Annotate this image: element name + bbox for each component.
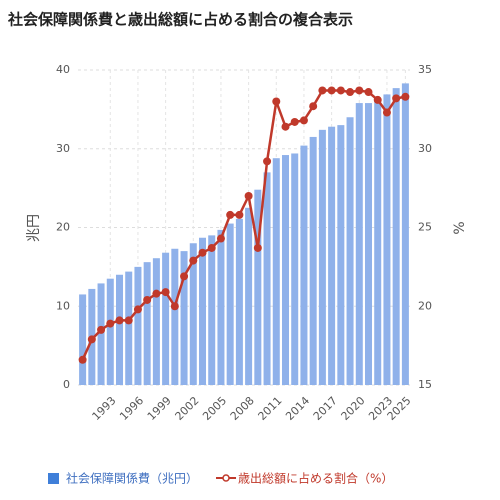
bar [328,126,336,385]
y2-tick-label: 25 [418,221,432,234]
bar [383,94,391,385]
bar [374,99,382,385]
x-tick-label: 1993 [90,394,119,423]
y-tick-label: 0 [63,378,70,391]
y2-tick-label: 35 [418,63,432,76]
line-point [253,243,262,252]
line-point [170,302,179,311]
legend-swatch-point [222,474,230,482]
line-point [124,316,133,325]
line-point [336,86,345,95]
bar [263,172,271,385]
bar [152,258,160,385]
x-tick-label: 2002 [173,394,202,423]
line-point [97,325,106,334]
bar [281,155,290,385]
bar [226,223,234,385]
line-point [198,248,207,257]
y-tick-label: 30 [56,142,70,155]
bar [309,136,317,385]
bar [115,274,124,385]
legend-swatch [48,473,59,484]
bar [208,235,216,385]
line-point [244,192,253,200]
bar [235,218,243,385]
bar [189,243,197,385]
y-tick-label: 10 [56,299,70,312]
y2-axis-label: % [452,221,468,234]
y2-tick-label: 30 [418,142,432,155]
line-point [401,92,410,101]
line-point [216,234,225,243]
bar [162,252,170,385]
line-point [106,319,115,328]
line-point [133,305,142,314]
line-point [281,122,290,131]
bar [134,266,142,385]
y-axis-label: 兆円 [26,214,42,242]
line-point [226,210,235,219]
line-point [272,97,281,106]
bar [346,117,354,385]
bar [245,207,253,385]
bar [272,158,280,385]
line-point [143,295,152,304]
bar [143,262,151,385]
line-point [189,256,198,265]
line-point [152,289,161,298]
line-point [309,102,318,111]
line-point [364,88,373,97]
bar [97,283,105,385]
y-tick-label: 40 [56,63,70,76]
line-point [161,288,170,297]
x-tick-label: 2017 [311,394,340,423]
bar [300,145,308,385]
line-point [382,108,391,117]
bar [79,294,87,385]
line-point [290,117,299,126]
bar [198,237,207,385]
legend-label: 社会保障関係費（兆円） [66,471,198,486]
legend-label: 歳出総額に占める割合（%） [238,471,393,486]
y2-tick-label: 15 [418,378,432,391]
line-point [318,86,327,95]
line-point [355,86,364,95]
x-tick-label: 1999 [145,394,174,423]
bar [217,229,225,385]
y2-tick-label: 20 [418,299,432,312]
bar [171,248,179,385]
x-tick-label: 2008 [228,394,257,423]
x-tick-label: 2020 [339,394,368,423]
line-point [346,88,355,97]
bar [392,88,400,386]
line-point [87,335,96,344]
y-tick-label: 20 [56,221,70,234]
bar [355,103,363,385]
line-point [299,116,308,125]
line-point [263,157,272,166]
bar [337,125,345,385]
bar [318,129,326,385]
bar [125,271,133,385]
line-point [180,272,189,281]
x-tick-label: 2011 [256,394,285,423]
line-point [78,355,87,364]
line-point [115,316,124,325]
bar [401,83,409,385]
line-point [207,243,216,252]
bar [291,153,299,385]
line-point [235,210,244,219]
bar [364,103,373,385]
x-tick-label: 1996 [117,394,146,423]
x-tick-label: 2005 [200,394,229,423]
bar [254,189,262,385]
bar [106,278,114,385]
chart-title: 社会保障関係費と歳出総額に占める割合の複合表示 [7,11,353,29]
line-point [327,86,336,95]
line-point [392,94,401,103]
line-point [373,95,382,104]
x-tick-label: 2014 [283,394,312,423]
bar [180,251,188,385]
